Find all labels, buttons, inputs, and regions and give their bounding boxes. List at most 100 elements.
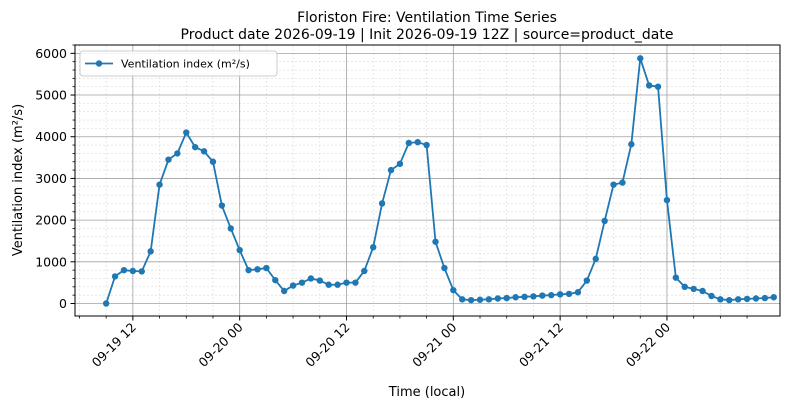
data-point [370,244,377,251]
data-point [583,277,591,284]
data-point [280,287,288,295]
y-tick-label: 3000 [35,171,67,186]
data-point [610,181,617,188]
data-point [556,291,564,298]
data-point [690,285,697,293]
data-point [120,266,128,274]
data-point [396,160,404,168]
data-point [539,292,546,299]
data-point [307,275,315,282]
x-axis-label: Time (local) [388,385,465,400]
data-point [494,295,502,302]
data-point [574,289,582,296]
y-tick-label: 4000 [35,129,67,144]
data-point [227,225,234,232]
data-point [352,279,359,286]
y-axis-label: Ventilation index (m²/s) [11,104,26,256]
y-tick-label: 1000 [35,254,67,269]
data-point [414,138,421,146]
data-point [289,282,297,289]
series-line [105,57,774,304]
data-point [734,296,742,303]
data-point [761,294,769,302]
chart-subtitle: Product date 2026-09-19 | Init 2026-09-1… [181,27,674,43]
data-point [672,274,680,281]
data-point [654,83,662,90]
data-point [512,294,519,301]
legend-marker-swatch [95,60,103,67]
data-point [272,276,279,284]
data-point [191,143,199,151]
x-tick-label: 09-22 00 [623,319,673,369]
data-point [156,181,163,188]
data-point [387,166,395,174]
data-point [743,295,751,303]
data-point [254,266,261,273]
data-point [592,255,599,263]
data-point [423,141,430,149]
x-tick-label: 09-21 00 [409,319,459,369]
data-point [174,150,181,157]
data-point [645,82,653,89]
x-tick-label: 09-19 12 [89,320,139,370]
legend-box [79,50,278,77]
legend: Ventilation index (m²/s) [79,50,278,77]
data-point [521,293,528,301]
data-point [485,296,493,303]
data-point [298,279,306,286]
data-point [628,141,635,148]
data-point [752,295,760,302]
data-point [441,264,448,272]
data-point [165,156,172,163]
data-point [378,200,386,207]
data-point [770,294,777,301]
data-point [503,294,510,302]
y-tick-label: 6000 [35,46,67,61]
data-point [111,273,119,280]
data-point [708,292,715,300]
data-point [432,238,439,245]
data-point [183,129,190,136]
data-point [263,264,270,272]
y-axis: 0 1000 2000 3000 4000 5000 6000 [35,44,75,311]
data-point [565,290,573,298]
plot-area-frame [74,44,781,317]
data-point [717,296,724,303]
data-point [663,196,671,204]
chart-title: Floriston Fire: Ventilation Time Series [297,10,557,26]
data-point [102,300,110,307]
data-point [467,296,475,304]
y-tick-label: 5000 [35,88,67,103]
x-axis: 09-19 12 09-20 00 09-20 12 09-21 00 09-21 12… [79,316,748,370]
data-point [476,296,484,303]
data-point [450,286,457,294]
data-point [681,283,688,291]
data-point [405,139,413,147]
data-series-line [102,55,777,307]
data-point [699,287,706,295]
data-point [619,179,626,186]
y-tick-label: 0 [59,296,67,311]
data-point [245,266,252,274]
data-point [147,248,154,255]
data-point [459,296,466,303]
data-point [316,277,323,284]
x-tick-label: 09-21 12 [516,320,566,370]
y-tick-label: 2000 [35,213,67,228]
data-point [637,55,644,62]
data-point [200,148,208,155]
data-point [361,267,368,275]
data-point [548,291,555,299]
data-point [218,202,226,209]
legend-series-label: Ventilation index (m²/s) [121,58,250,71]
data-point [325,281,332,288]
data-point [236,246,243,254]
data-point [343,279,350,286]
data-point [138,268,145,275]
data-point [334,281,341,288]
x-tick-label: 09-20 00 [195,319,245,369]
data-point [129,267,137,275]
data-point [209,158,217,165]
data-point [726,296,733,304]
